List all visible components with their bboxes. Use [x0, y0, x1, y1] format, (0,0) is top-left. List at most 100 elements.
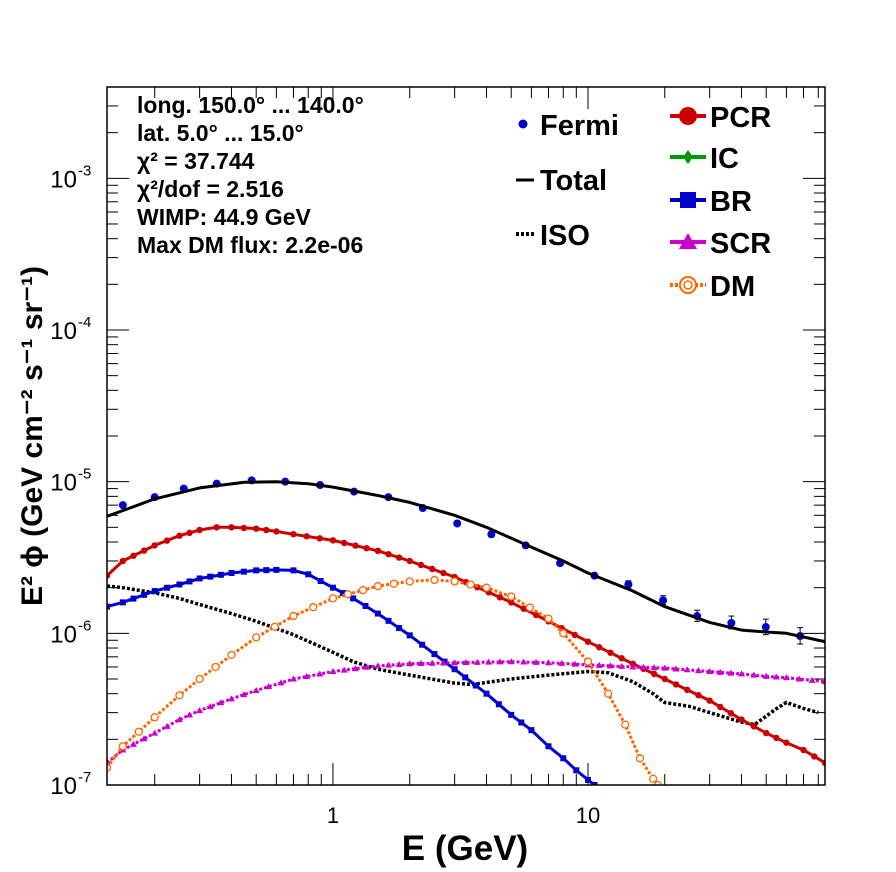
marker-br — [545, 743, 552, 750]
marker-pcr — [717, 703, 724, 711]
marker-pcr — [186, 529, 193, 537]
marker-br — [107, 603, 110, 610]
marker-dm — [373, 581, 383, 591]
marker-pcr — [263, 526, 270, 534]
marker-dm — [252, 633, 261, 642]
marker-pcr — [374, 547, 382, 555]
marker-br — [340, 590, 347, 597]
marker-dm — [343, 590, 353, 599]
marker-scr — [738, 670, 746, 677]
marker-pcr — [607, 649, 614, 656]
marker-br — [186, 578, 193, 585]
marker-dm — [450, 577, 459, 586]
marker-pcr — [316, 535, 323, 542]
legend-item-fermi: Fermi — [518, 110, 619, 142]
legend-marker-dm-inner — [683, 280, 693, 290]
marker-dm — [621, 720, 630, 729]
marker-br — [362, 602, 369, 609]
marker-scr — [340, 666, 348, 673]
marker-br — [217, 571, 224, 578]
marker-pcr — [727, 710, 735, 717]
marker-pcr — [428, 565, 436, 573]
marker-scr — [277, 679, 285, 686]
marker-pcr — [385, 550, 392, 558]
marker-pcr — [252, 525, 260, 532]
marker-dm — [604, 689, 613, 698]
marker-scr — [227, 695, 235, 702]
y-tick-label: 10 — [50, 773, 77, 800]
marker-dm — [309, 603, 318, 612]
marker-scr — [485, 658, 493, 665]
marker-scr — [571, 660, 579, 667]
marker-scr — [672, 665, 680, 672]
legend-marker-scr — [679, 233, 697, 249]
legend-label-iso: ISO — [540, 220, 590, 252]
marker-br — [451, 666, 458, 673]
y-tick-label-exponent: -6 — [78, 617, 91, 634]
marker-pcr — [706, 697, 713, 704]
marker-pcr — [800, 746, 807, 754]
marker-br — [518, 719, 525, 726]
marker-br — [495, 701, 502, 708]
marker-pcr — [107, 572, 111, 579]
marker-scr — [772, 673, 780, 680]
y-tick-label: 10 — [50, 470, 77, 497]
marker-pcr — [811, 753, 818, 760]
marker-scr — [532, 658, 540, 665]
legend-marker-ic — [683, 150, 693, 164]
marker-pcr — [571, 631, 579, 639]
marker-br — [196, 575, 203, 582]
marker-pcr — [738, 716, 745, 723]
marker-pcr — [821, 759, 825, 767]
marker-pcr — [783, 739, 790, 746]
marker-scr — [384, 661, 392, 668]
plot-frame — [106, 86, 826, 786]
marker-pcr — [584, 638, 592, 645]
marker-dm — [482, 583, 491, 592]
info-latitude: lat. 5.0° ... 15.0° — [137, 120, 304, 146]
legend-label-scr: SCR — [710, 228, 771, 260]
legend-item-dm: DM — [670, 271, 755, 303]
marker-br — [273, 566, 280, 573]
marker-br — [253, 567, 260, 574]
marker-pcr — [406, 557, 413, 565]
y-tick-label-exponent: -7 — [78, 769, 91, 786]
marker-pcr — [440, 569, 447, 577]
marker-pcr — [417, 561, 425, 569]
marker-pcr — [213, 524, 220, 531]
marker-dm — [648, 774, 658, 783]
marker-br — [240, 568, 247, 575]
info-chi2-dof: χ²/dof = 2.516 — [137, 176, 284, 202]
marker-br — [176, 581, 183, 588]
marker-scr — [240, 691, 248, 698]
marker-dm — [289, 611, 298, 621]
marker-scr — [252, 686, 260, 693]
axis-ticks — [107, 86, 825, 786]
marker-scr — [175, 716, 183, 723]
legend-item-ic: IC — [670, 143, 739, 175]
marker-dm — [118, 742, 127, 751]
marker-br — [385, 617, 392, 624]
marker-scr — [417, 660, 425, 667]
marker-br — [164, 584, 171, 591]
marker-dm — [466, 580, 475, 589]
info-box: long. 150.0° ... 140.0° lat. 5.0° ... 15… — [137, 92, 364, 258]
marker-scr — [782, 674, 790, 681]
y-tick-label: 10 — [50, 166, 77, 193]
marker-dm — [507, 592, 516, 601]
marker-dm — [525, 603, 534, 612]
legend-marker-pcr — [679, 107, 697, 125]
marker-scr — [694, 667, 702, 674]
marker-scr — [428, 659, 436, 666]
marker-scr — [507, 658, 515, 665]
marker-pcr — [240, 524, 248, 532]
marker-pcr — [750, 723, 758, 730]
legend-marker-dm — [679, 276, 697, 294]
marker-scr — [606, 662, 614, 669]
marker-pcr — [352, 542, 359, 549]
legend-label-fermi: Fermi — [540, 110, 619, 142]
info-longitude: long. 150.0° ... 140.0° — [137, 92, 364, 118]
data-point-fermi — [761, 623, 770, 632]
marker-pcr — [661, 675, 668, 683]
marker-pcr — [329, 537, 337, 544]
